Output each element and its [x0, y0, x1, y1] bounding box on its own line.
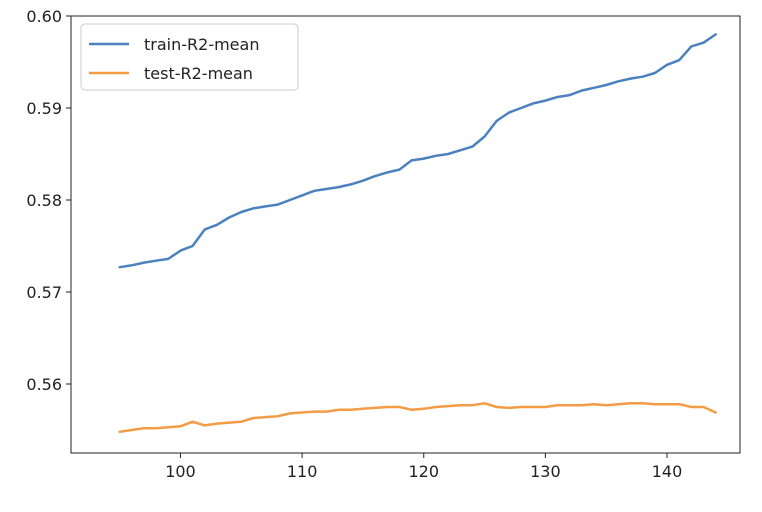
x-tick-label: 100	[165, 462, 196, 481]
legend-label-test: test-R2-mean	[144, 64, 253, 83]
y-tick-label: 0.57	[26, 283, 62, 302]
axis-ticks: 100 110 120 130 140 0.56 0.57 0.58 0.59 0.60	[26, 7, 682, 481]
plot-frame	[70, 15, 741, 454]
y-tick-label: 0.60	[26, 7, 62, 26]
legend: train-R2-mean test-R2-mean	[80, 23, 299, 91]
legend-label-train: train-R2-mean	[144, 35, 259, 54]
series-line-test-R2-mean	[118, 402, 717, 434]
x-tick-label: 120	[408, 462, 439, 481]
y-tick-label: 0.56	[26, 375, 62, 394]
y-tick-label: 0.59	[26, 99, 62, 118]
series-line-train-R2-mean	[118, 33, 717, 269]
x-tick-label: 140	[652, 462, 683, 481]
y-tick-label: 0.58	[26, 191, 62, 210]
legend-box	[80, 23, 299, 91]
x-tick-label: 130	[530, 462, 561, 481]
x-tick-label: 110	[287, 462, 318, 481]
series-lines	[118, 33, 717, 434]
